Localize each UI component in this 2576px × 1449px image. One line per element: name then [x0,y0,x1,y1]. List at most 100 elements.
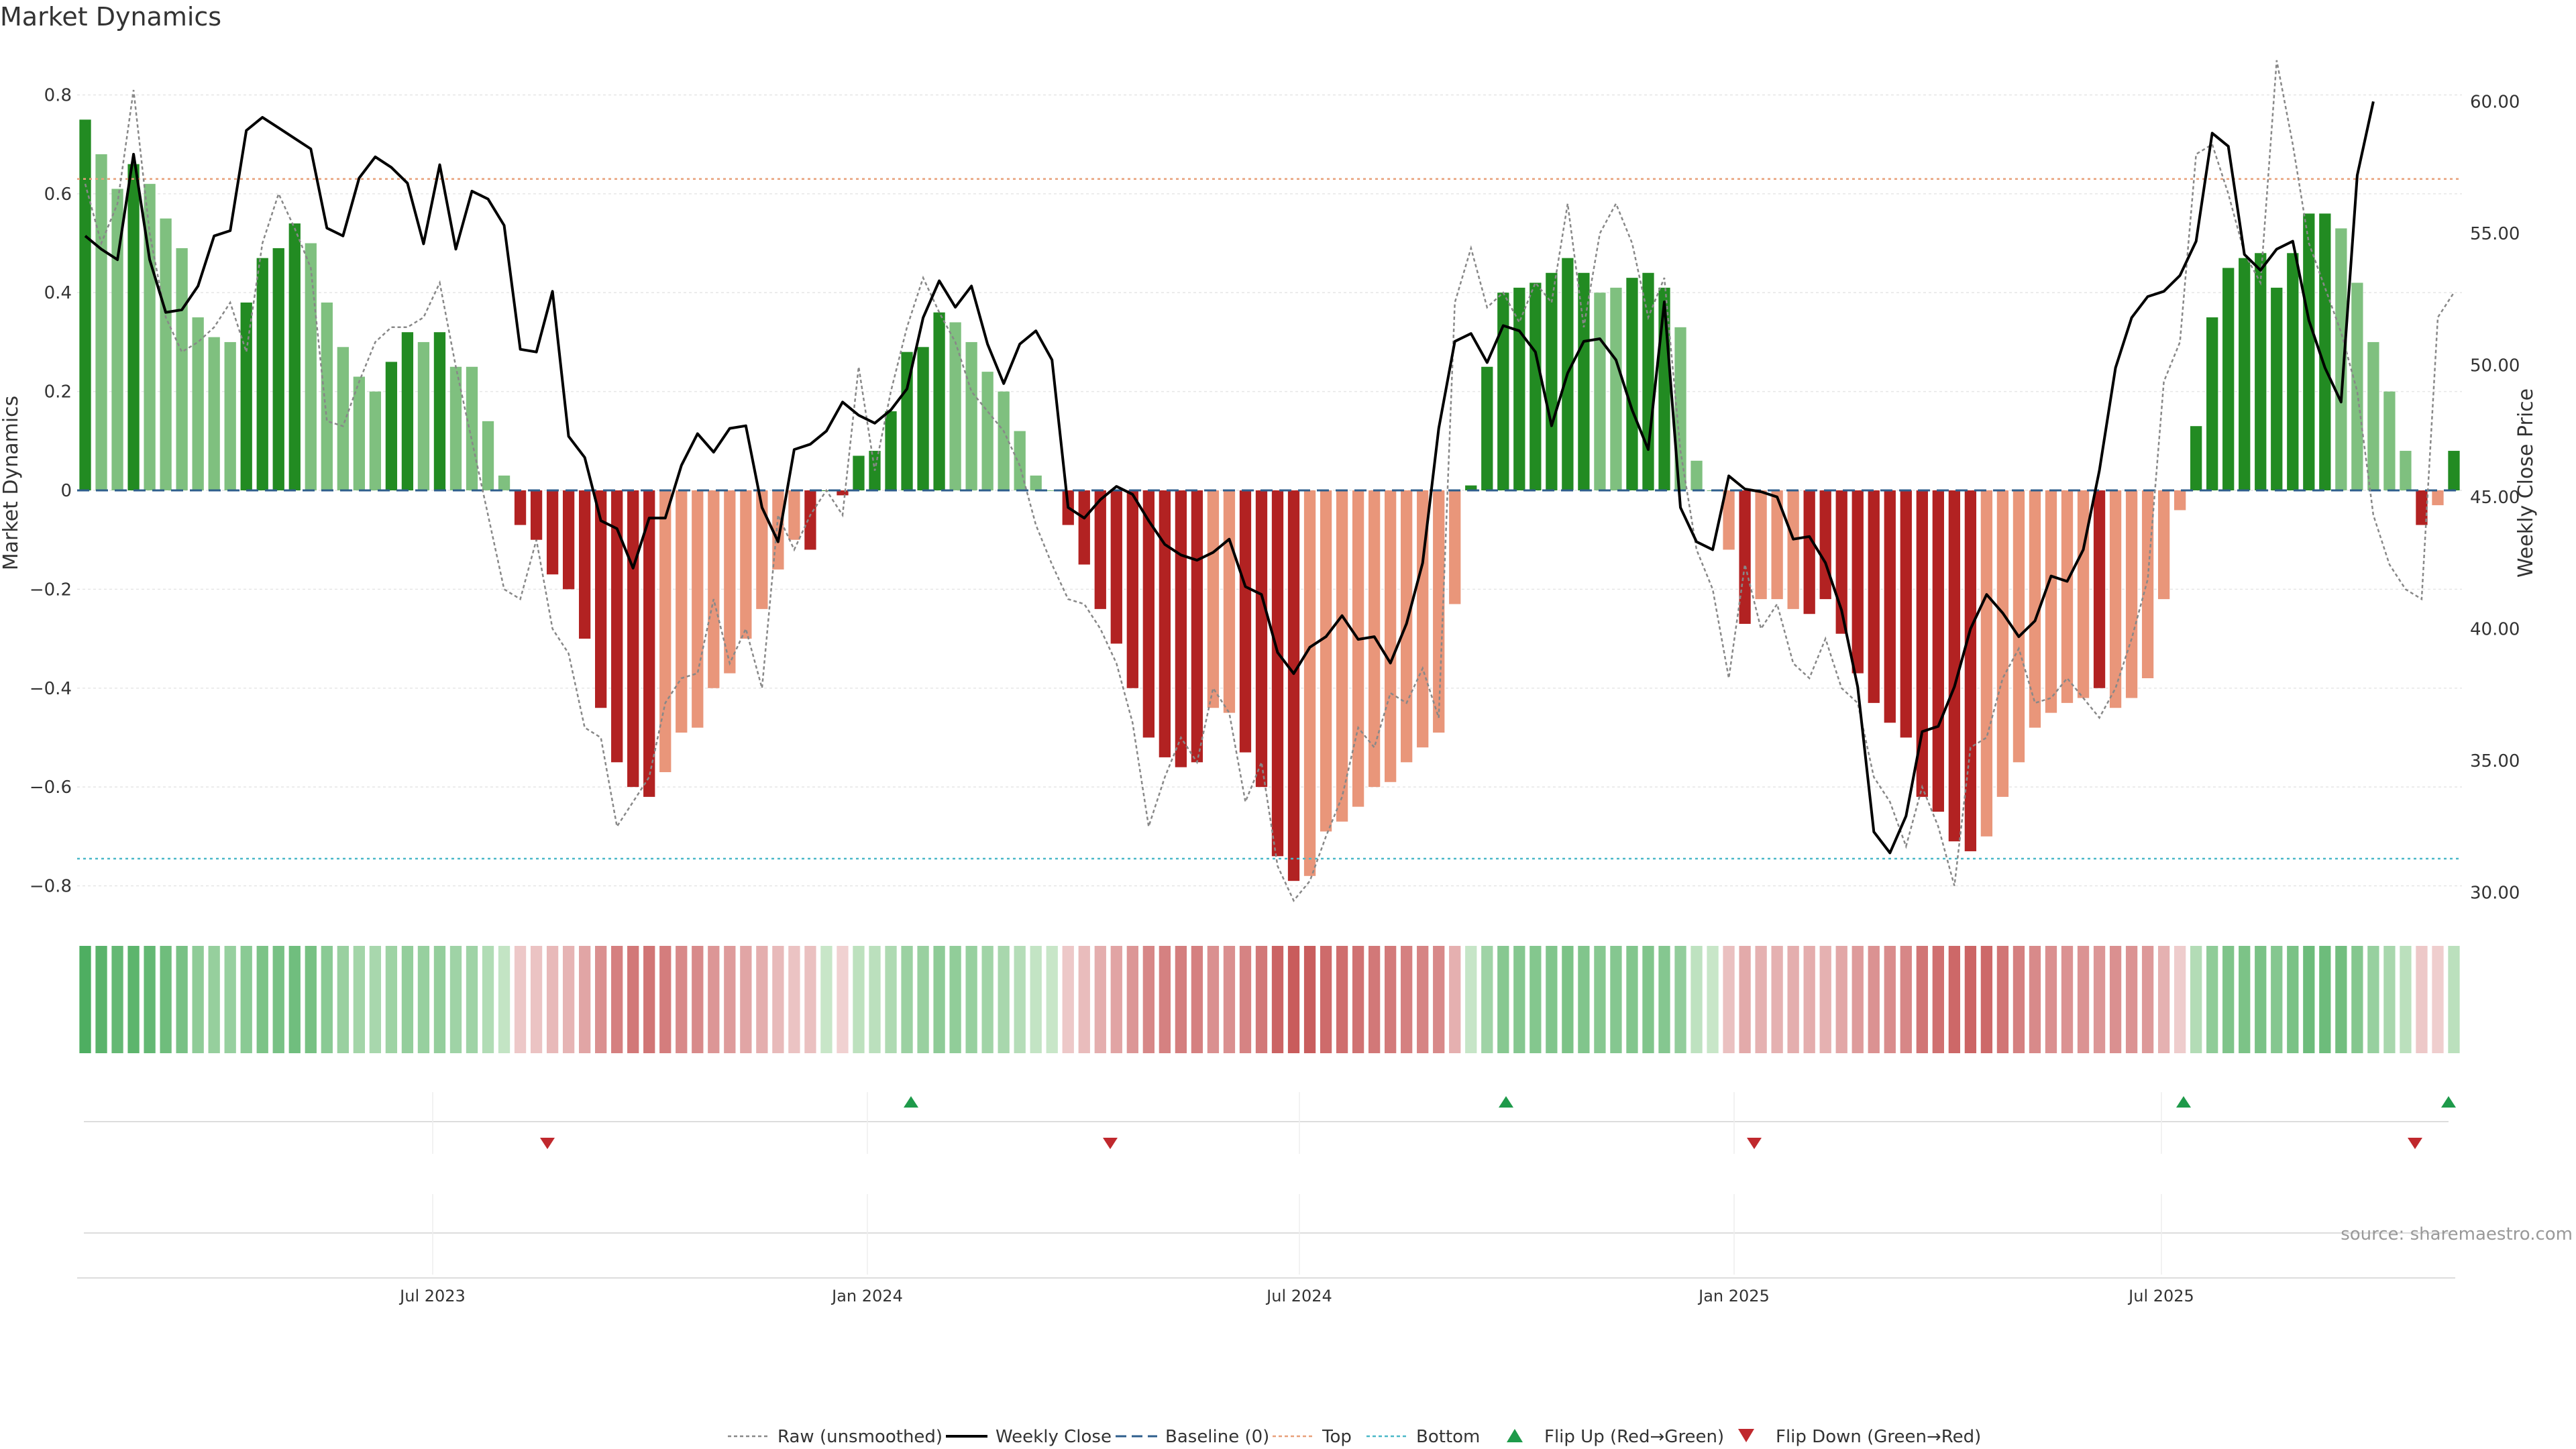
strength-cell [1658,946,1670,1053]
strength-cell [1835,946,1847,1053]
strength-cell [1255,946,1268,1053]
legend-item: Raw (unsmoothed) [728,1427,943,1447]
momentum-bar [756,490,768,609]
strength-cell [192,946,204,1053]
legend-label: Flip Up (Red→Green) [1544,1427,1724,1447]
momentum-bar [627,490,639,788]
strength-cell [369,946,382,1053]
momentum-bar [676,490,688,733]
momentum-bar [337,347,349,490]
strength-cell [208,946,220,1053]
momentum-bar [530,490,543,540]
momentum-bar [466,366,478,490]
strength-cell [111,946,123,1053]
strength-cell [788,946,800,1053]
legend-item: Baseline (0) [1116,1427,1269,1447]
momentum-bar [1755,490,1767,600]
strength-cell [1900,946,1912,1053]
momentum-bar [2416,490,2428,525]
momentum-bar [788,490,800,540]
strength-cell [1739,946,1751,1053]
momentum-bar [160,218,172,490]
legend-label: Flip Down (Green→Red) [1776,1427,1981,1447]
strength-cell [79,946,91,1053]
momentum-bar [2271,287,2283,490]
strength-cell [2222,946,2235,1053]
strength-cell [1916,946,1928,1053]
strength-cell [2351,946,2363,1053]
y2-tick-label: 55.00 [2470,224,2520,244]
momentum-bar [2383,391,2396,490]
strength-cell [869,946,881,1053]
strength-cell [1771,946,1783,1053]
strength-cell [981,946,994,1053]
momentum-bar [224,341,236,490]
strength-cell [1674,946,1686,1053]
flip-markers [84,1092,2456,1275]
momentum-bar [1900,490,1912,738]
y-tick-label: 0.2 [44,382,72,402]
momentum-bar [1690,460,1703,490]
momentum-bar [1610,287,1622,490]
momentum-bar [1996,490,2009,797]
momentum-bar [1175,490,1187,767]
momentum-bar [498,475,511,490]
strength-cell [2157,946,2170,1053]
momentum-bar [2432,490,2444,506]
momentum-bar [240,302,252,490]
momentum-bar [933,312,945,490]
x-tick-label: Jan 2024 [830,1287,903,1305]
legend-label: Raw (unsmoothed) [777,1427,943,1447]
strength-cell [853,946,865,1053]
momentum-bar [385,362,398,490]
strength-cell [578,946,591,1053]
strength-cell [885,946,897,1053]
momentum-bar [998,391,1010,490]
momentum-bar [208,337,220,490]
momentum-bar [1142,490,1155,738]
momentum-bar [1449,490,1461,604]
momentum-bar [1546,272,1558,490]
strength-cell [1610,946,1622,1053]
momentum-bar [1497,292,1509,490]
momentum-bar [1110,490,1122,644]
momentum-bar [772,490,784,570]
momentum-bar [256,258,268,490]
momentum-bar [853,455,865,490]
strength-cell [1562,946,1574,1053]
strength-cell [1690,946,1703,1053]
momentum-bar [1626,278,1638,490]
momentum-bar [353,376,366,490]
strength-cell [562,946,575,1053]
momentum-bar [144,184,156,490]
momentum-bar [1481,366,1493,490]
strength-cell [2367,946,2379,1053]
momentum-bar [482,421,494,490]
y-axis-right: 60.00 55.00 50.00 45.00 40.00 35.00 30.00 [2470,92,2520,903]
momentum-bar [1851,490,1864,674]
strength-cell [1239,946,1252,1053]
strength-cell [498,946,511,1053]
strength-cell [1884,946,1896,1053]
strength-cell [933,946,945,1053]
strength-cell [820,946,833,1053]
momentum-bar [433,332,446,490]
strength-cell [288,946,301,1053]
momentum-bar [2351,282,2363,490]
strength-cell [998,946,1010,1053]
momentum-bar [1046,490,1058,491]
y2-tick-label: 60.00 [2470,92,2520,112]
momentum-bar [2448,451,2460,490]
strength-cell [2029,946,2041,1053]
strength-cell [1868,946,1880,1053]
momentum-bar [1287,490,1300,881]
strength-cell [1287,946,1300,1053]
momentum-bar [2125,490,2138,698]
strength-cell [449,946,462,1053]
momentum-bar [417,341,430,490]
momentum-bar [2239,258,2251,490]
strength-cell [530,946,543,1053]
strength-cell [1030,946,1042,1053]
flip-up-marker [2441,1096,2456,1108]
